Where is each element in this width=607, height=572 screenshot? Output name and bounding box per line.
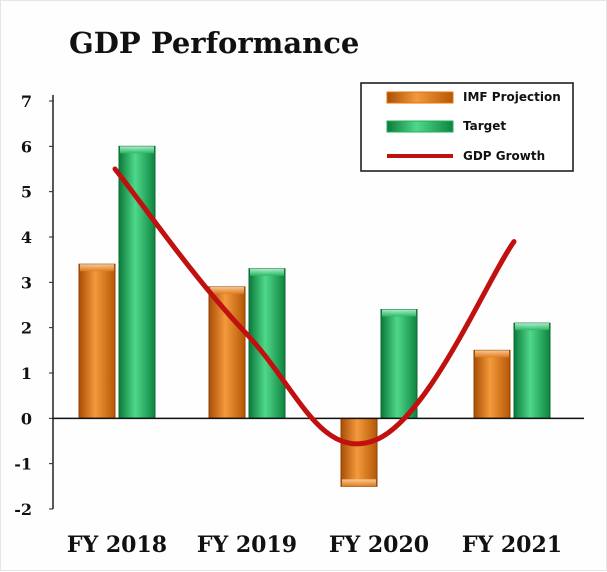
bar-bevel xyxy=(120,146,154,154)
y-tick-label: 1 xyxy=(21,364,32,383)
y-tick-label: 2 xyxy=(21,319,32,338)
bar-body xyxy=(208,286,246,419)
legend-item-gdp-growth: GDP Growth xyxy=(387,149,545,163)
bar-imf-projection-fy-2021 xyxy=(473,349,511,419)
bar-body xyxy=(78,263,116,419)
bar-body xyxy=(513,322,551,419)
bar-body xyxy=(473,349,511,419)
y-axis: 7 6 5 4 3 2 1 0 -1 -2 xyxy=(14,92,54,519)
bar-imf-projection-fy-2019 xyxy=(208,286,246,419)
x-tick-label: FY 2020 xyxy=(329,532,429,558)
y-tick-label: 3 xyxy=(21,273,32,292)
bar-bevel xyxy=(382,309,416,317)
legend-item-imf-projection: IMF Projection xyxy=(386,90,561,104)
bar-bevel xyxy=(210,286,244,294)
bar-bevel xyxy=(515,323,549,331)
x-tick-label: FY 2019 xyxy=(197,532,297,558)
x-axis: FY 2018 FY 2019 FY 2020 FY 2021 xyxy=(67,532,562,558)
bar-bevel xyxy=(250,268,284,276)
y-tick-label: -2 xyxy=(14,500,32,519)
bars xyxy=(78,145,551,487)
y-tick-label: -1 xyxy=(14,455,32,474)
bar-imf-projection-fy-2020 xyxy=(340,417,378,487)
legend-item-target: Target xyxy=(386,119,506,133)
x-tick-label: FY 2021 xyxy=(462,532,562,558)
bar-bevel xyxy=(80,264,114,272)
y-tick-label: 7 xyxy=(21,92,32,111)
bar-imf-projection-fy-2018 xyxy=(78,263,116,419)
bar-body xyxy=(380,309,418,419)
y-tick-label: 5 xyxy=(21,183,32,202)
legend-swatch-orange xyxy=(386,91,454,104)
legend-label: IMF Projection xyxy=(463,90,561,104)
y-tick-label: 0 xyxy=(21,409,32,428)
bar-bevel xyxy=(342,479,376,487)
legend-label: Target xyxy=(463,119,506,133)
legend-swatch-green xyxy=(386,120,454,133)
bar-body xyxy=(340,417,378,487)
bar-body xyxy=(118,145,156,419)
y-tick-label: 6 xyxy=(21,137,32,156)
gdp-growth-line xyxy=(112,166,517,447)
bar-target-fy-2020 xyxy=(380,309,418,419)
bar-bevel xyxy=(475,350,509,358)
legend-label: GDP Growth xyxy=(463,149,545,163)
gdp-growth-curve xyxy=(112,166,517,447)
y-tick-label: 4 xyxy=(21,228,32,247)
x-tick-label: FY 2018 xyxy=(67,532,167,558)
bar-target-fy-2021 xyxy=(513,322,551,419)
chart-title: GDP Performance xyxy=(69,26,359,60)
legend: IMF Projection Target GDP Growth xyxy=(360,82,574,172)
bar-target-fy-2018 xyxy=(118,145,156,419)
